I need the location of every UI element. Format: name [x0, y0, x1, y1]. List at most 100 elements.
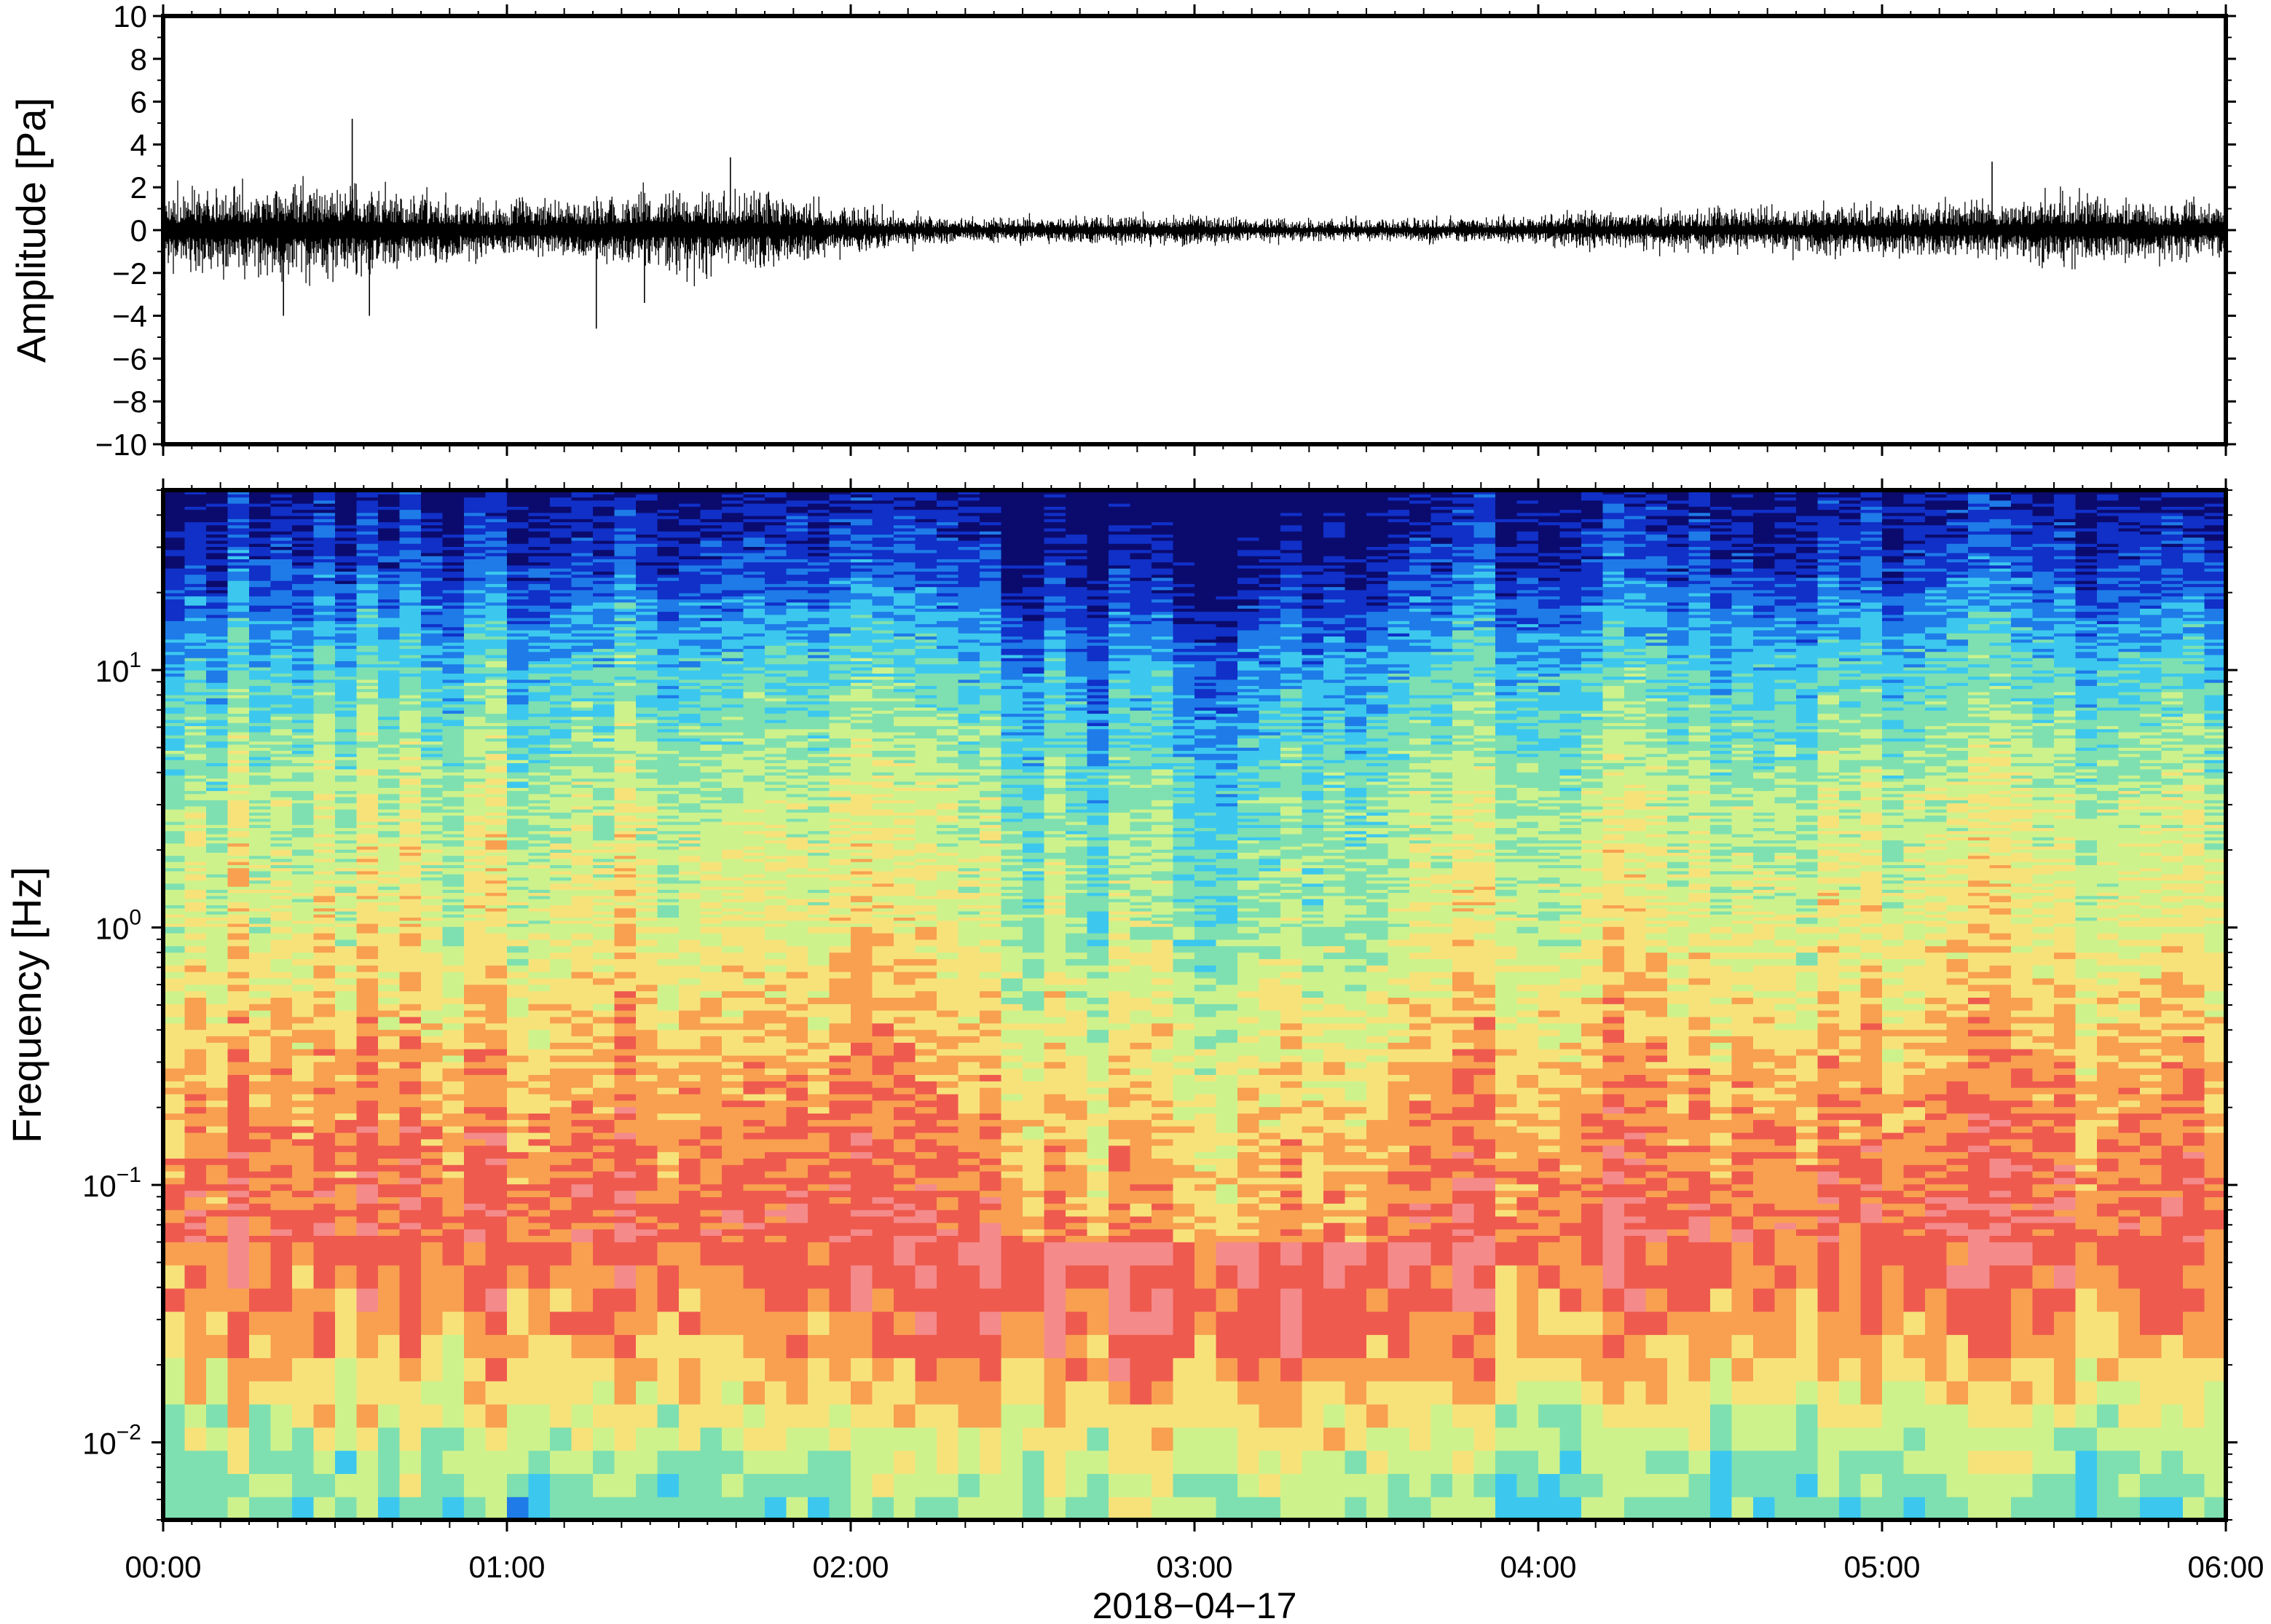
spectrogram-cell — [163, 1074, 186, 1081]
spectrogram-cell — [206, 543, 229, 548]
spectrogram-cell — [292, 577, 315, 581]
spectrogram-cell — [442, 552, 465, 556]
spectrogram-cell — [614, 977, 637, 985]
spectrogram-cell — [313, 691, 336, 695]
spectrogram-cell — [249, 661, 272, 665]
spectrogram-cell — [249, 803, 272, 807]
spectrogram-cell — [292, 1381, 315, 1405]
spectrogram-cell — [657, 886, 680, 890]
spectrogram-cell — [249, 1190, 272, 1197]
spectrogram-cell — [356, 509, 379, 513]
spectrogram-cell — [528, 509, 551, 513]
spectrogram-cell — [206, 775, 229, 779]
spectrogram-cell — [227, 768, 250, 773]
spectrogram-cell — [528, 602, 551, 606]
spectrogram-cell — [356, 880, 379, 884]
spectrogram-cell — [571, 768, 594, 773]
spectrogram-cell — [356, 977, 379, 985]
spectrogram-cell — [270, 977, 293, 985]
spectrogram-cell — [356, 1171, 379, 1178]
spectrogram-cell — [399, 500, 422, 504]
spectrogram-cell — [485, 491, 508, 494]
spectrogram-cell — [571, 1132, 594, 1140]
spectrogram-cell — [206, 559, 229, 563]
spectrogram-cell — [571, 494, 594, 498]
spectrogram-cell — [184, 629, 207, 634]
spectrogram-cell — [356, 1222, 379, 1230]
spectrogram-cell — [399, 952, 422, 959]
spectrogram-cell — [593, 750, 615, 754]
spectrogram-cell — [636, 1087, 658, 1095]
spectrogram-cell — [163, 1132, 186, 1140]
spectrogram-cell — [292, 790, 315, 795]
spectrogram-cell — [571, 691, 594, 695]
spectrogram-cell — [292, 902, 315, 906]
spectrogram-cell — [399, 1016, 422, 1024]
spectrogram-cell — [464, 623, 487, 628]
spectrogram-cell — [571, 1473, 594, 1497]
spectrogram-cell — [335, 805, 358, 810]
spectrogram-cell — [249, 787, 272, 792]
spectrogram-cell — [313, 775, 336, 779]
spectrogram-cell — [464, 691, 487, 695]
spectrogram-cell — [614, 1164, 637, 1172]
spectrogram-cell — [507, 914, 530, 918]
spectrogram-cell — [571, 648, 594, 653]
spectrogram-cell — [614, 623, 637, 628]
spectrogram-cell — [378, 556, 401, 559]
spectrogram-cell — [464, 787, 487, 792]
spectrogram-cell — [442, 892, 465, 896]
spectrogram-cell — [464, 1004, 487, 1011]
spectrogram-cell — [593, 877, 615, 881]
spectrogram-cell — [292, 1427, 315, 1451]
spectrogram-cell — [571, 596, 594, 600]
spectrogram-cell — [571, 543, 594, 548]
spectrogram-cell — [227, 549, 250, 553]
spectrogram-cell — [550, 923, 572, 927]
spectrogram-cell — [421, 586, 444, 591]
spectrogram-cell — [571, 735, 594, 739]
spectrogram-cell — [614, 506, 637, 511]
spectrogram-cell — [399, 725, 422, 730]
spectrogram-cell — [550, 1177, 572, 1185]
spectrogram-cell — [614, 725, 637, 730]
spectrogram-cell — [636, 984, 658, 992]
spectrogram-cell — [249, 904, 272, 909]
spectrogram-cell — [163, 864, 186, 869]
spectrogram-cell — [550, 958, 572, 966]
spectrogram-cell — [550, 559, 572, 563]
spectrogram-cell — [399, 506, 422, 511]
spectrogram-cell — [464, 849, 487, 853]
spectrogram-cell — [614, 648, 637, 653]
spectrogram-cell — [636, 676, 658, 680]
spectrogram-cell — [657, 958, 680, 966]
spectrogram-cell — [485, 574, 508, 578]
spectrogram-cell — [528, 707, 551, 711]
spectrogram-cell — [399, 1132, 422, 1140]
spectrogram-cell — [485, 1473, 508, 1497]
spectrogram-cell — [184, 1132, 207, 1140]
spectrogram-cell — [507, 586, 530, 591]
spectrogram-cell — [636, 593, 658, 596]
spectrogram-cell — [464, 1222, 487, 1230]
spectrogram-cell — [593, 608, 615, 612]
spectrogram-cell — [399, 537, 422, 541]
spectrogram-cell — [657, 1093, 680, 1101]
spectrogram-cell — [593, 626, 615, 631]
spectrogram-cell — [378, 599, 401, 603]
spectrogram-cell — [163, 534, 186, 538]
spectrogram-cell — [270, 571, 293, 575]
spectrogram-cell — [528, 648, 551, 653]
spectrogram-cell — [550, 984, 572, 992]
spectrogram-cell — [593, 1381, 615, 1405]
spectrogram-cell — [442, 1183, 465, 1191]
spectrogram-cell — [163, 679, 186, 683]
spectrogram-cell — [507, 990, 530, 998]
spectrogram-cell — [206, 843, 229, 847]
spectrogram-cell — [571, 658, 594, 661]
spectrogram-cell — [335, 593, 358, 596]
spectrogram-cell — [313, 1381, 336, 1405]
spectrogram-cell — [528, 952, 551, 959]
spectrogram-cell — [421, 1427, 444, 1451]
spectrogram-cell — [636, 503, 658, 507]
